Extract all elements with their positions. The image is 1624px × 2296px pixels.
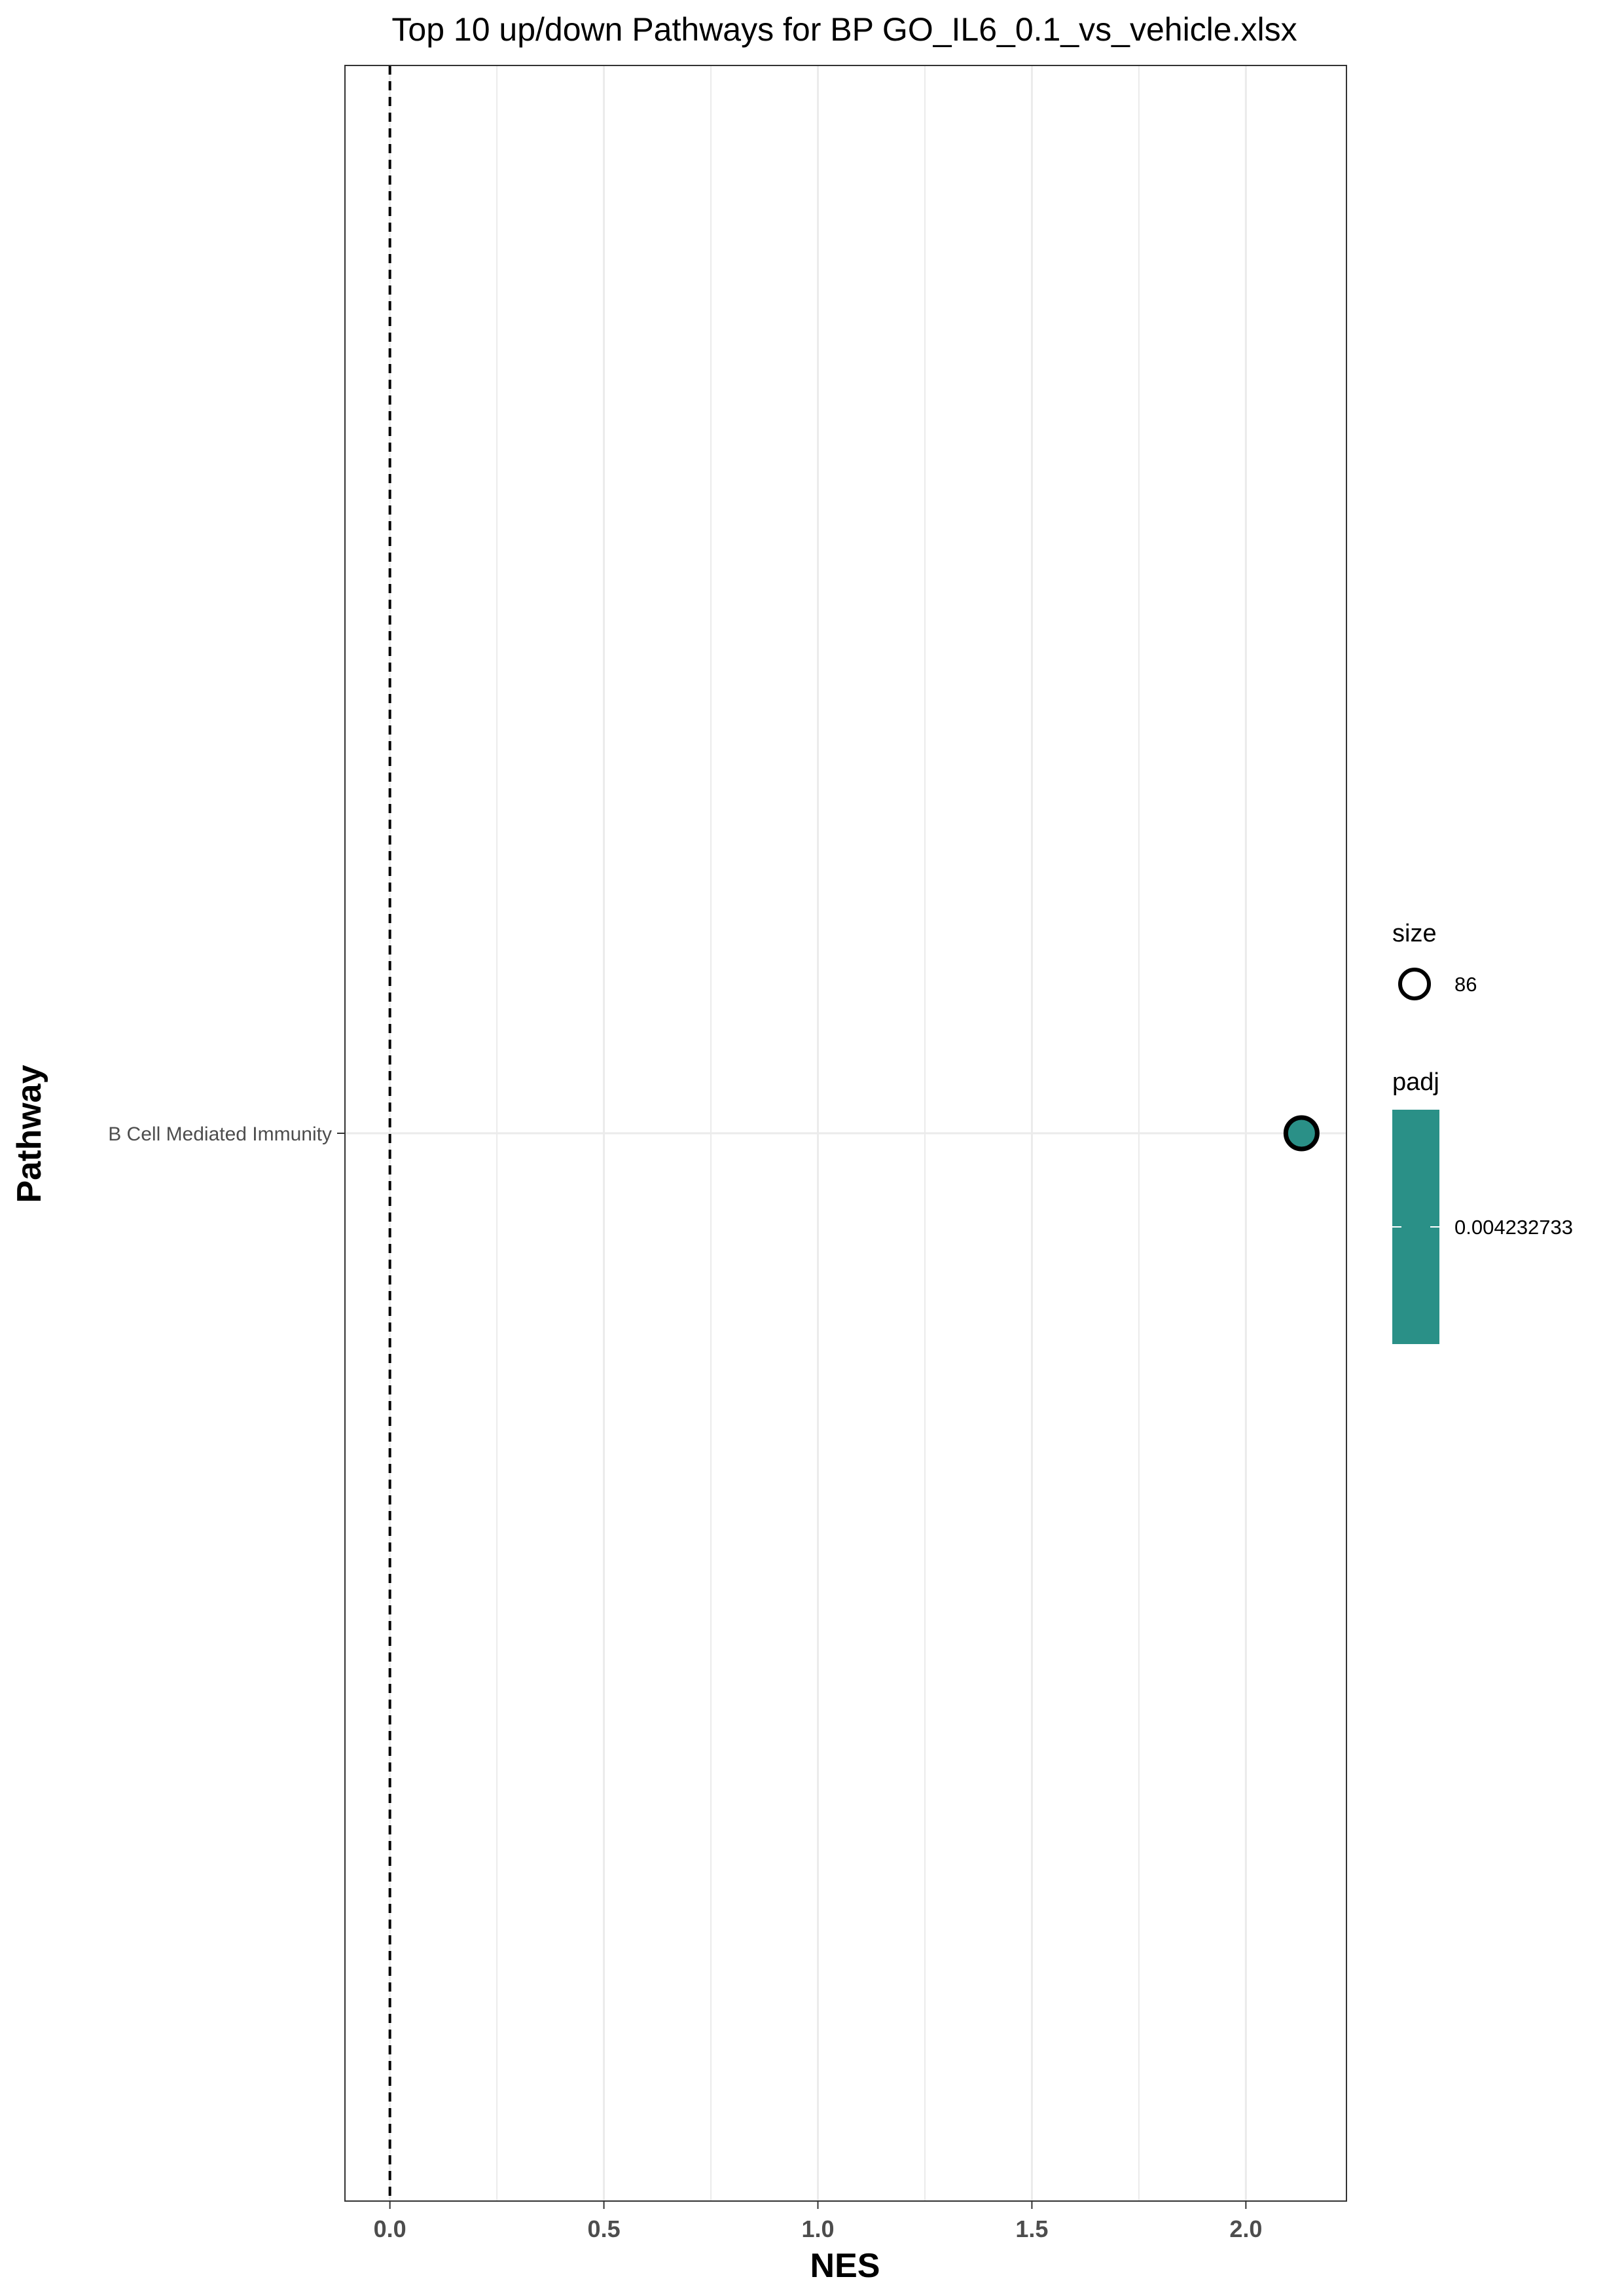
y-axis-ticks: B Cell Mediated Immunity [108,1123,345,1145]
legend-size-label: 86 [1454,973,1477,996]
legend-size-key [1398,968,1431,1000]
legend-size: size 86 [1392,920,1477,1000]
data-point [1283,1115,1320,1152]
x-tick-label: 1.5 [1015,2215,1048,2242]
legend-padj-title: padj [1392,1068,1439,1096]
x-axis-title: NES [810,2247,880,2285]
x-tick-label: 0.0 [374,2215,406,2242]
x-axis-ticks: 0.0 0.5 1.0 1.5 2.0 [374,2201,1262,2242]
x-tick-label: 1.0 [801,2215,834,2242]
legend-padj-label: 0.004232733 [1454,1216,1573,1239]
chart-title: Top 10 up/down Pathways for BP GO_IL6_0.… [391,11,1297,48]
y-tick-label: B Cell Mediated Immunity [108,1123,332,1145]
x-tick-label: 0.5 [588,2215,621,2242]
y-axis-title: Pathway [10,1065,48,1203]
legend-size-title: size [1392,920,1437,947]
x-tick-label: 2.0 [1229,2215,1262,2242]
data-points [1283,1115,1320,1152]
grid-lines [345,65,1346,2201]
legend-padj: padj 0.004232733 [1392,1068,1573,1344]
